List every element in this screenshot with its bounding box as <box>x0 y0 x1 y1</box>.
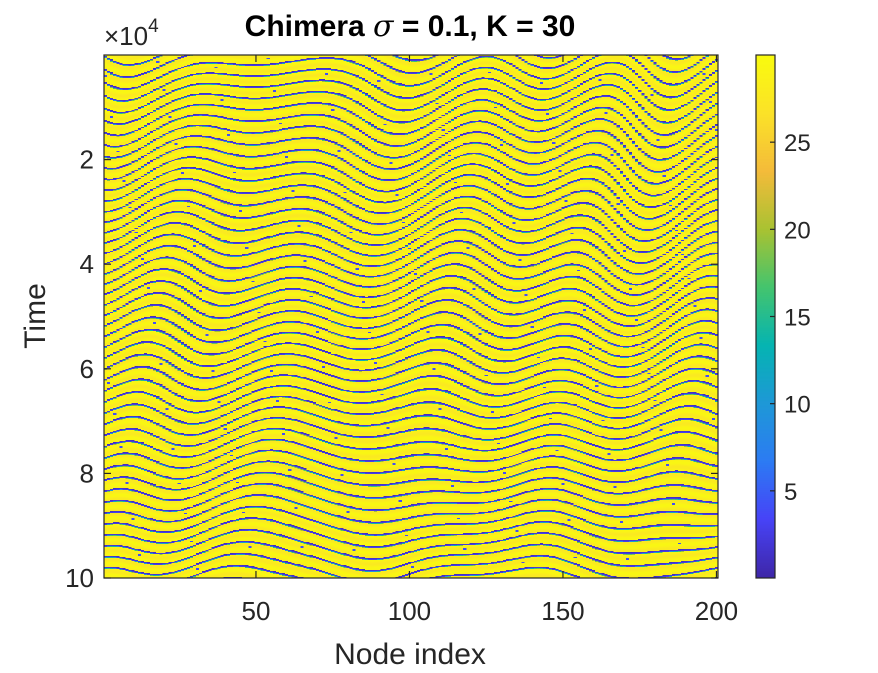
heatmap-image <box>104 55 718 578</box>
x-tick-label: 200 <box>695 596 738 626</box>
y-tick-label: 10 <box>65 563 94 593</box>
chart-title: Chimera σ = 0.1, K = 30 <box>245 9 576 44</box>
y-axis-multiplier: ×104 <box>104 16 159 51</box>
x-tick-label: 50 <box>242 596 271 626</box>
colorbar-gradient <box>756 55 775 578</box>
y-tick-label: 8 <box>80 458 94 488</box>
x-axis-label: Node index <box>334 638 486 671</box>
svg-text:×104: ×104 <box>104 16 159 51</box>
colorbar: 5 10 15 20 25 <box>755 54 811 579</box>
heatmap-plot-area <box>104 55 718 578</box>
colorbar-tick-label: 5 <box>784 479 797 506</box>
x-tick-label: 150 <box>541 596 584 626</box>
axes-frame <box>103 54 719 579</box>
svg-text:Chimera σ = 0.1, K = 30: Chimera σ = 0.1, K = 30 <box>245 9 576 44</box>
colorbar-tick-label: 10 <box>784 392 811 419</box>
y-tick-label: 4 <box>80 249 94 279</box>
y-axis-label: Time <box>19 283 52 349</box>
title-prefix: Chimera <box>245 10 373 43</box>
title-suffix: = 0.1, K = 30 <box>394 10 576 43</box>
colorbar-tick-label: 15 <box>784 305 811 332</box>
y-multiplier-exponent: 4 <box>148 16 159 37</box>
title-sigma: σ <box>373 9 395 44</box>
y-multiplier-base: ×10 <box>104 21 148 51</box>
colorbar-tick-label: 25 <box>784 130 811 157</box>
y-tick-label: 2 <box>80 145 94 175</box>
colorbar-tick-label: 20 <box>784 217 811 244</box>
y-tick-label: 6 <box>80 354 94 384</box>
x-tick-label: 100 <box>388 596 431 626</box>
axes: 50 100 150 200 2 4 6 8 10 <box>65 54 738 626</box>
